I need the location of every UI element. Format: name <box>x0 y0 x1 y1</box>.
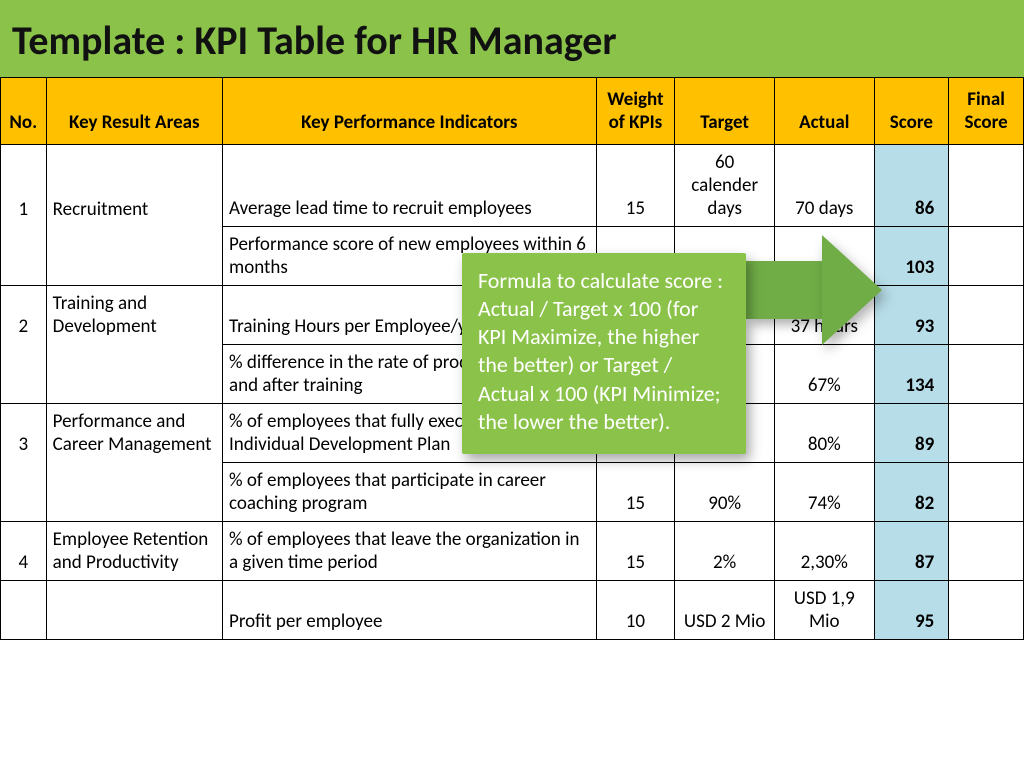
table-cell: 10 <box>596 580 675 639</box>
table-cell <box>1 227 47 286</box>
table-cell: 67% <box>774 344 874 403</box>
col-header: Final Score <box>949 78 1024 145</box>
table-cell <box>46 462 222 521</box>
table-cell <box>949 344 1024 403</box>
table-cell <box>1 462 47 521</box>
table-cell: 1 <box>1 145 47 227</box>
col-header: No. <box>1 78 47 145</box>
callout-arrow-stem <box>746 261 822 319</box>
table-cell: USD 1,9 Mio <box>774 580 874 639</box>
table-cell: 103 <box>874 227 949 286</box>
table-row: Profit per employee10USD 2 MioUSD 1,9 Mi… <box>1 580 1024 639</box>
table-cell: 93 <box>874 286 949 345</box>
table-cell: 95 <box>874 580 949 639</box>
col-header: Key Result Areas <box>46 78 222 145</box>
table-cell: Average lead time to recruit employees <box>223 145 597 227</box>
table-cell <box>949 580 1024 639</box>
table-cell: 86 <box>874 145 949 227</box>
table-cell: 89 <box>874 403 949 462</box>
table-cell <box>46 227 222 286</box>
col-header: Key Performance Indicators <box>223 78 597 145</box>
table-cell: 2,30% <box>774 521 874 580</box>
table-cell: % of employees that leave the organizati… <box>223 521 597 580</box>
col-header: Score <box>874 78 949 145</box>
table-cell: 60 calender days <box>675 145 775 227</box>
table-cell: 82 <box>874 462 949 521</box>
table-cell: 2% <box>675 521 775 580</box>
table-cell: Training and Development <box>46 286 222 345</box>
table-row: % of employees that participate in caree… <box>1 462 1024 521</box>
table-row: 4Employee Retention and Productivity% of… <box>1 521 1024 580</box>
table-cell: 87 <box>874 521 949 580</box>
table-cell: 90% <box>675 462 775 521</box>
table-cell: Performance and Career Management <box>46 403 222 462</box>
table-cell: 15 <box>596 145 675 227</box>
col-header: Actual <box>774 78 874 145</box>
table-cell: 15 <box>596 521 675 580</box>
table-cell: 15 <box>596 462 675 521</box>
col-header: Target <box>675 78 775 145</box>
table-cell <box>1 580 47 639</box>
table-cell: 2 <box>1 286 47 345</box>
table-cell: Profit per employee <box>223 580 597 639</box>
table-cell: 74% <box>774 462 874 521</box>
table-cell: Employee Retention and Productivity <box>46 521 222 580</box>
table-row: 1RecruitmentAverage lead time to recruit… <box>1 145 1024 227</box>
col-header: Weight of KPIs <box>596 78 675 145</box>
table-cell: 80% <box>774 403 874 462</box>
table-cell <box>949 521 1024 580</box>
table-cell: 70 days <box>774 145 874 227</box>
table-cell <box>949 403 1024 462</box>
table-cell <box>949 145 1024 227</box>
table-cell <box>46 580 222 639</box>
table-cell <box>949 227 1024 286</box>
table-cell <box>46 344 222 403</box>
callout-box: Formula to calculate score : Actual / Ta… <box>462 253 746 454</box>
table-cell <box>949 462 1024 521</box>
table-cell: 3 <box>1 403 47 462</box>
table-cell <box>1 344 47 403</box>
table-cell: % of employees that participate in caree… <box>223 462 597 521</box>
page-title: Template : KPI Table for HR Manager <box>0 0 1024 77</box>
callout-arrow-head <box>822 235 882 345</box>
table-cell: 4 <box>1 521 47 580</box>
table-cell: Recruitment <box>46 145 222 227</box>
table-cell: USD 2 Mio <box>675 580 775 639</box>
table-cell <box>949 286 1024 345</box>
table-cell: 134 <box>874 344 949 403</box>
